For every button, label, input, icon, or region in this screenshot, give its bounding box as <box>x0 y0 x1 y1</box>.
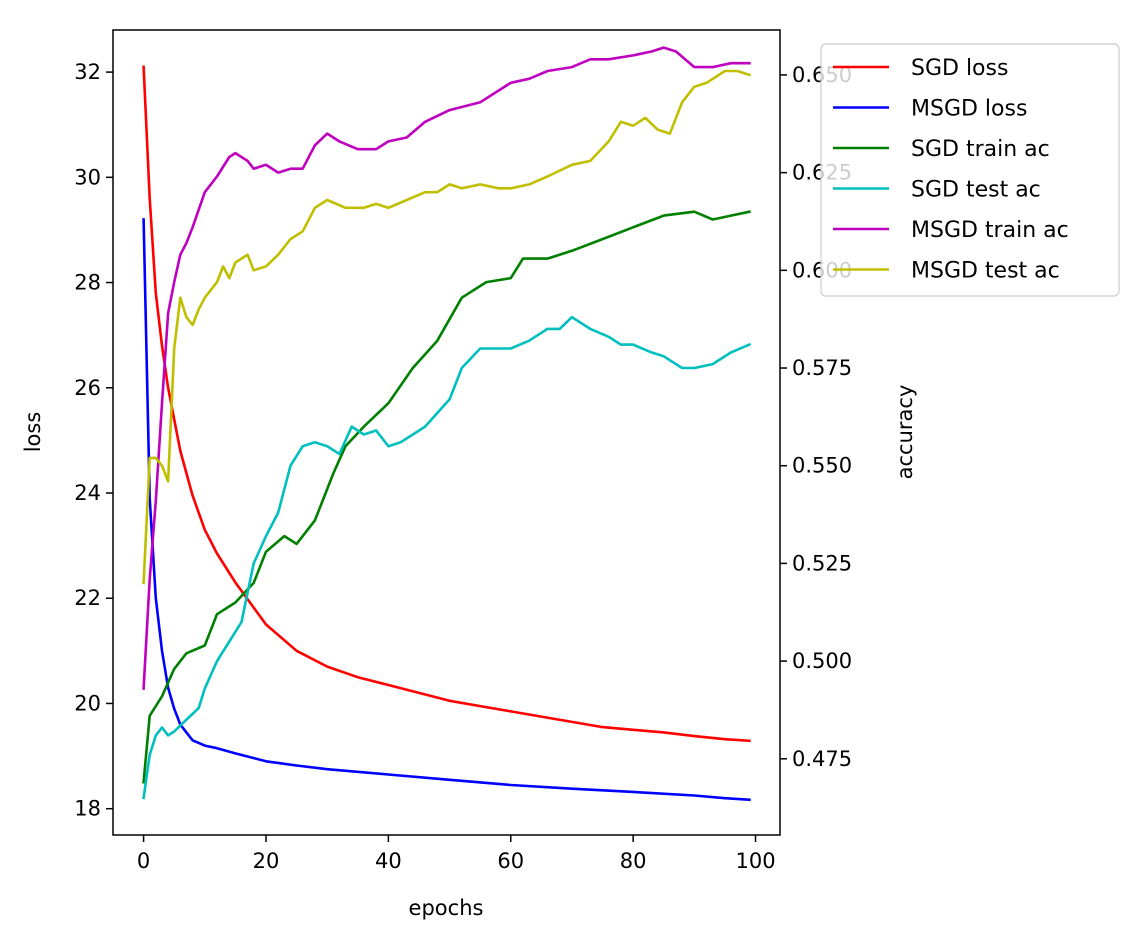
x-tick-label: 60 <box>497 849 524 873</box>
legend-label-msgd-loss: MSGD loss <box>911 97 1027 122</box>
right-y-tick-label: 0.525 <box>792 551 852 575</box>
series-line-sgd-test-ac <box>142 315 752 800</box>
x-axis: 0 20 40 60 80 100 <box>137 835 776 873</box>
left-y-tick-label: 30 <box>74 165 101 189</box>
series-line-msgd-loss <box>142 218 751 802</box>
left-y-tick-label: 32 <box>74 60 101 84</box>
left-y-axis-label: loss <box>21 412 45 453</box>
legend: SGD loss MSGD loss SGD train ac SGD test ac… <box>820 43 1120 297</box>
series-line-msgd-train-ac <box>142 46 751 690</box>
right-y-tick-label: 0.575 <box>792 356 852 380</box>
legend-label-msgd-train-ac: MSGD train ac <box>911 218 1069 243</box>
left-y-tick-label: 28 <box>74 271 101 295</box>
series-line-sgd-train-ac <box>142 210 751 784</box>
legend-label-msgd-test-ac: MSGD test ac <box>911 259 1060 284</box>
series-layer <box>142 46 752 802</box>
x-tick-label: 0 <box>137 849 150 873</box>
left-y-tick-label: 26 <box>74 376 101 400</box>
x-tick-label: 40 <box>375 849 402 873</box>
left-y-tick-label: 22 <box>74 586 101 610</box>
left-y-tick-label: 24 <box>74 481 101 505</box>
legend-label-sgd-loss: SGD loss <box>911 56 1008 81</box>
legend-label-sgd-test-ac: SGD test ac <box>911 178 1041 203</box>
series-line-msgd-test-ac <box>142 69 752 585</box>
plot-frame <box>112 29 781 836</box>
x-tick-label: 20 <box>253 849 280 873</box>
x-tick-label: 100 <box>735 849 775 873</box>
x-tick-label: 80 <box>620 849 647 873</box>
legend-label-sgd-train-ac: SGD train ac <box>911 137 1050 162</box>
left-y-tick-label: 20 <box>74 691 101 715</box>
right-y-tick-label: 0.475 <box>792 747 852 771</box>
legend-frame <box>820 43 1120 297</box>
left-y-axis: 18 20 22 24 26 28 30 32 <box>74 60 113 821</box>
x-axis-label: epochs <box>409 896 484 920</box>
right-y-tick-label: 0.500 <box>792 649 852 673</box>
plot-area <box>113 30 780 835</box>
left-y-tick-label: 18 <box>74 797 101 821</box>
right-y-axis-label: accuracy <box>893 385 917 480</box>
right-y-tick-label: 0.550 <box>792 454 852 478</box>
